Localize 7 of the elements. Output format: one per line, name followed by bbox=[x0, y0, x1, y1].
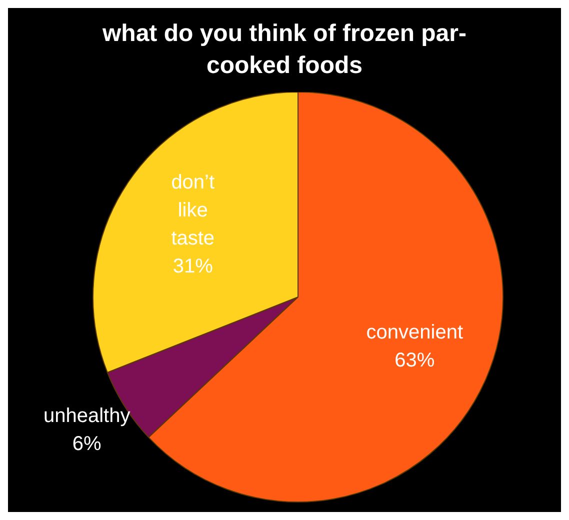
slice-label: unhealthy bbox=[43, 405, 130, 428]
data-label: 31% bbox=[172, 256, 214, 278]
data-label: 6% bbox=[72, 433, 102, 456]
data-label: 63% bbox=[394, 350, 435, 372]
slice-label: convenient bbox=[366, 322, 464, 344]
slice-label: don’t like taste bbox=[171, 172, 216, 250]
chart-title: what do you think of frozen par-cooked foods bbox=[102, 19, 468, 81]
